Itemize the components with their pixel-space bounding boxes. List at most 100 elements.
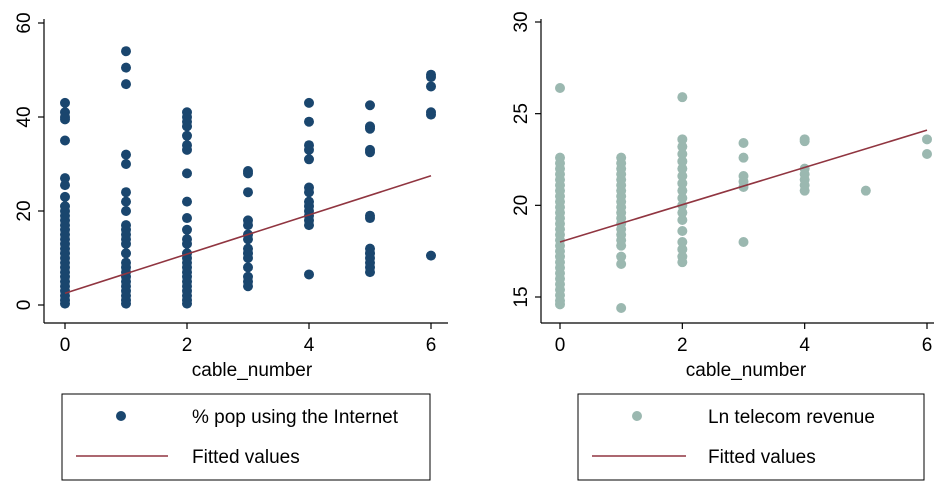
data-point [121, 62, 131, 73]
data-point [121, 238, 131, 249]
x-ticks: 0 2 4 6 [60, 323, 437, 356]
legend-label-fit: Fitted values [708, 447, 816, 468]
y-tick-label: 15 [511, 286, 532, 307]
data-point [121, 196, 131, 207]
data-point [677, 226, 688, 236]
data-point [243, 262, 253, 273]
data-point [121, 159, 131, 169]
data-point [243, 253, 253, 263]
data-point [182, 238, 192, 249]
data-point [121, 79, 131, 90]
data-point [304, 116, 314, 127]
data-point [304, 269, 314, 280]
plot-area [555, 83, 932, 313]
data-point [60, 180, 70, 191]
data-point [365, 100, 375, 111]
data-point [60, 97, 70, 108]
data-point [304, 187, 314, 198]
data-point [182, 121, 192, 132]
y-tick-label: 20 [14, 200, 35, 221]
data-point [922, 134, 932, 145]
y-tick-label: 0 [14, 300, 35, 311]
legend-label-points: % pop using the Internet [192, 407, 399, 428]
data-point [799, 136, 810, 147]
data-point [182, 213, 192, 224]
data-point [121, 206, 131, 216]
data-point [860, 185, 871, 196]
x-tick-label: 0 [555, 335, 566, 356]
data-point [60, 298, 70, 309]
data-point [677, 171, 688, 181]
data-point [304, 97, 314, 108]
y-ticks: 0 20 40 60 [14, 12, 44, 310]
data-point [616, 259, 627, 269]
data-point [365, 267, 375, 278]
legend-box [61, 393, 431, 481]
x-ticks: 0 2 4 6 [555, 323, 933, 356]
data-point [555, 299, 565, 310]
y-ticks: 15 20 25 30 [511, 11, 541, 308]
data-point [677, 92, 688, 103]
x-tick-label: 2 [677, 335, 688, 356]
data-point [616, 240, 627, 251]
data-point [182, 144, 192, 155]
data-point [304, 220, 314, 231]
data-point [182, 224, 192, 235]
data-point [121, 149, 131, 160]
data-point [304, 144, 314, 155]
data-point [677, 244, 688, 255]
data-point [243, 281, 253, 292]
legend-marker-points [632, 411, 642, 421]
data-point [304, 154, 314, 165]
data-point [60, 135, 70, 146]
y-tick-label: 25 [511, 103, 532, 124]
data-point [922, 149, 932, 159]
data-point [677, 193, 688, 203]
data-point [677, 141, 688, 152]
y-tick-label: 30 [511, 11, 532, 32]
data-point [182, 168, 192, 179]
data-point [182, 298, 192, 309]
data-point [426, 81, 436, 92]
data-point [799, 185, 810, 196]
legend-label-points: Ln telecom revenue [708, 407, 875, 428]
y-tick-label: 60 [14, 12, 35, 33]
legend-box [577, 393, 925, 481]
chart-panel-internet: 0 20 40 60 0 2 4 6 cable_number % pop using th… [14, 12, 448, 481]
data-point [426, 72, 436, 83]
data-point [243, 168, 253, 179]
x-tick-label: 4 [799, 335, 810, 356]
fitted-line [64, 174, 432, 295]
data-point [677, 257, 688, 268]
y-tick-label: 40 [14, 106, 35, 127]
data-point [677, 156, 688, 167]
x-tick-label: 4 [304, 335, 315, 356]
data-point [677, 215, 688, 225]
data-point [121, 248, 131, 259]
data-point [60, 114, 70, 125]
data-point [365, 147, 375, 158]
data-point [738, 138, 749, 148]
y-tick-label: 20 [511, 195, 532, 216]
x-tick-label: 0 [60, 335, 71, 356]
data-point [365, 213, 375, 224]
x-tick-label: 6 [426, 335, 437, 356]
fitted-line [559, 129, 928, 243]
chart-panel-telecom: 15 20 25 30 0 2 4 6 cable_number Ln telecom re… [511, 11, 934, 481]
data-point [677, 178, 688, 189]
data-point [182, 196, 192, 207]
legend-label-fit: Fitted values [192, 447, 300, 468]
data-point [60, 173, 70, 184]
legend: Ln telecom revenue Fitted values [577, 393, 925, 481]
data-point [243, 220, 253, 231]
data-point [243, 187, 253, 198]
x-tick-label: 2 [182, 335, 193, 356]
data-point [426, 250, 436, 261]
x-tick-label: 6 [922, 335, 933, 356]
data-point [182, 130, 192, 141]
data-point [677, 185, 688, 196]
data-point [677, 237, 688, 247]
legend-marker-points [116, 411, 126, 421]
data-point [616, 251, 627, 262]
